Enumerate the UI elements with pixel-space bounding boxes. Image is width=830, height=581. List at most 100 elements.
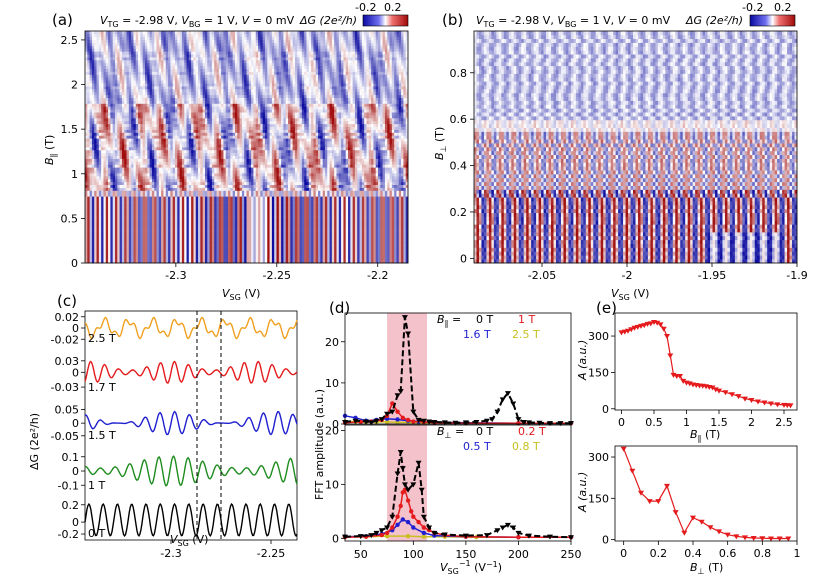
heatmap-cell: [228, 210, 231, 214]
heatmap-cell: [380, 190, 383, 194]
heatmap-cell: [329, 210, 333, 214]
heatmap-cell: [271, 161, 275, 165]
heatmap-cell: [373, 202, 376, 206]
heatmap-cell: [126, 199, 130, 203]
heatmap-cell: [387, 193, 390, 197]
heatmap-cell: [403, 187, 406, 191]
heatmap-cell: [156, 199, 160, 203]
heatmap-cell: [140, 231, 143, 235]
heatmap-cell: [105, 228, 109, 232]
heatmap-cell: [389, 161, 393, 165]
heatmap-cell: [357, 254, 360, 258]
heatmap-cell: [322, 167, 326, 171]
heatmap-cell: [288, 193, 291, 197]
heatmap-cell: [218, 216, 222, 220]
heatmap-cell: [327, 202, 330, 206]
heatmap-cell: [195, 202, 199, 206]
heatmap-cell: [324, 170, 328, 174]
heatmap-cell: [108, 210, 111, 214]
heatmap-cell: [318, 167, 321, 171]
heatmap-cell: [94, 164, 97, 168]
heatmap-cell: [172, 199, 176, 203]
heatmap-cell: [98, 187, 102, 191]
heatmap-cell: [264, 260, 268, 264]
heatmap-cell: [343, 225, 347, 229]
heatmap-cell: [382, 248, 386, 252]
heatmap-cell: [327, 216, 330, 220]
heatmap-cell: [135, 254, 139, 258]
heatmap-cell: [228, 178, 231, 183]
heatmap-cell: [239, 260, 243, 264]
heatmap-cell: [281, 161, 284, 165]
heatmap-cell: [128, 225, 132, 229]
heatmap-cell: [198, 164, 201, 168]
heatmap-cell: [174, 164, 178, 168]
heatmap-cell: [313, 173, 317, 177]
heatmap-cell: [387, 170, 390, 174]
heatmap-cell: [246, 248, 250, 252]
heatmap-cell: [237, 248, 240, 252]
heatmap-cell: [147, 161, 150, 165]
heatmap-cell: [184, 207, 187, 212]
heatmap-cell: [290, 242, 293, 246]
heatmap-cell: [394, 187, 397, 191]
heatmap-cell: [181, 164, 185, 168]
heatmap-cell: [320, 239, 323, 243]
heatmap-cell: [218, 225, 222, 229]
heatmap-cell: [207, 161, 210, 165]
heatmap-cell: [239, 205, 243, 209]
heatmap-cell: [267, 236, 270, 241]
heatmap-cell: [126, 248, 130, 252]
heatmap-cell: [327, 170, 330, 174]
heatmap-cell: [352, 190, 356, 194]
heatmap-cell: [186, 248, 190, 252]
heatmap-cell: [228, 239, 231, 243]
heatmap-cell: [378, 242, 381, 246]
heatmap-cell: [258, 196, 261, 200]
heatmap-cell: [405, 170, 409, 174]
heatmap-cell: [315, 213, 319, 217]
heatmap-cell: [366, 193, 370, 197]
heatmap-cell: [85, 181, 88, 185]
heatmap-cell: [96, 181, 100, 185]
heatmap-cell: [202, 170, 206, 174]
heatmap-cell: [168, 164, 171, 168]
heatmap-cell: [234, 181, 238, 185]
heatmap-cell: [329, 231, 333, 235]
heatmap-cell: [336, 202, 340, 206]
heatmap-cell: [156, 245, 160, 249]
heatmap-cell: [378, 245, 381, 249]
heatmap-cell: [149, 193, 153, 197]
heatmap-cell: [195, 251, 199, 255]
heatmap-cell: [267, 207, 270, 212]
heatmap-cell: [135, 193, 139, 197]
heatmap-cell: [348, 178, 351, 183]
heatmap-cell: [341, 173, 344, 177]
heatmap-cell: [357, 248, 360, 252]
heatmap-cell: [221, 251, 224, 255]
heatmap-cell: [87, 239, 90, 243]
heatmap-cell: [382, 193, 386, 197]
heatmap-cell: [218, 228, 222, 232]
heatmap-cell: [165, 239, 169, 243]
heatmap-cell: [186, 196, 190, 200]
heatmap-cell: [271, 245, 275, 249]
heatmap-cell: [350, 181, 353, 185]
heatmap-cell: [382, 187, 386, 191]
heatmap-cell: [186, 161, 190, 165]
heatmap-cell: [267, 231, 270, 235]
heatmap-cell: [223, 181, 227, 185]
heatmap-cell: [163, 161, 167, 165]
heatmap-cell: [241, 199, 245, 203]
heatmap-cell: [147, 213, 150, 217]
heatmap-cell: [389, 213, 393, 217]
heatmap-cell: [285, 219, 289, 223]
heatmap-cell: [255, 242, 259, 246]
heatmap-cell: [177, 167, 180, 171]
heatmap-cell: [172, 210, 176, 214]
heatmap-cell: [126, 196, 130, 200]
heatmap-cell: [271, 213, 275, 217]
heatmap-cell: [114, 236, 118, 241]
heatmap-cell: [251, 222, 254, 226]
heatmap-cell: [281, 196, 284, 200]
